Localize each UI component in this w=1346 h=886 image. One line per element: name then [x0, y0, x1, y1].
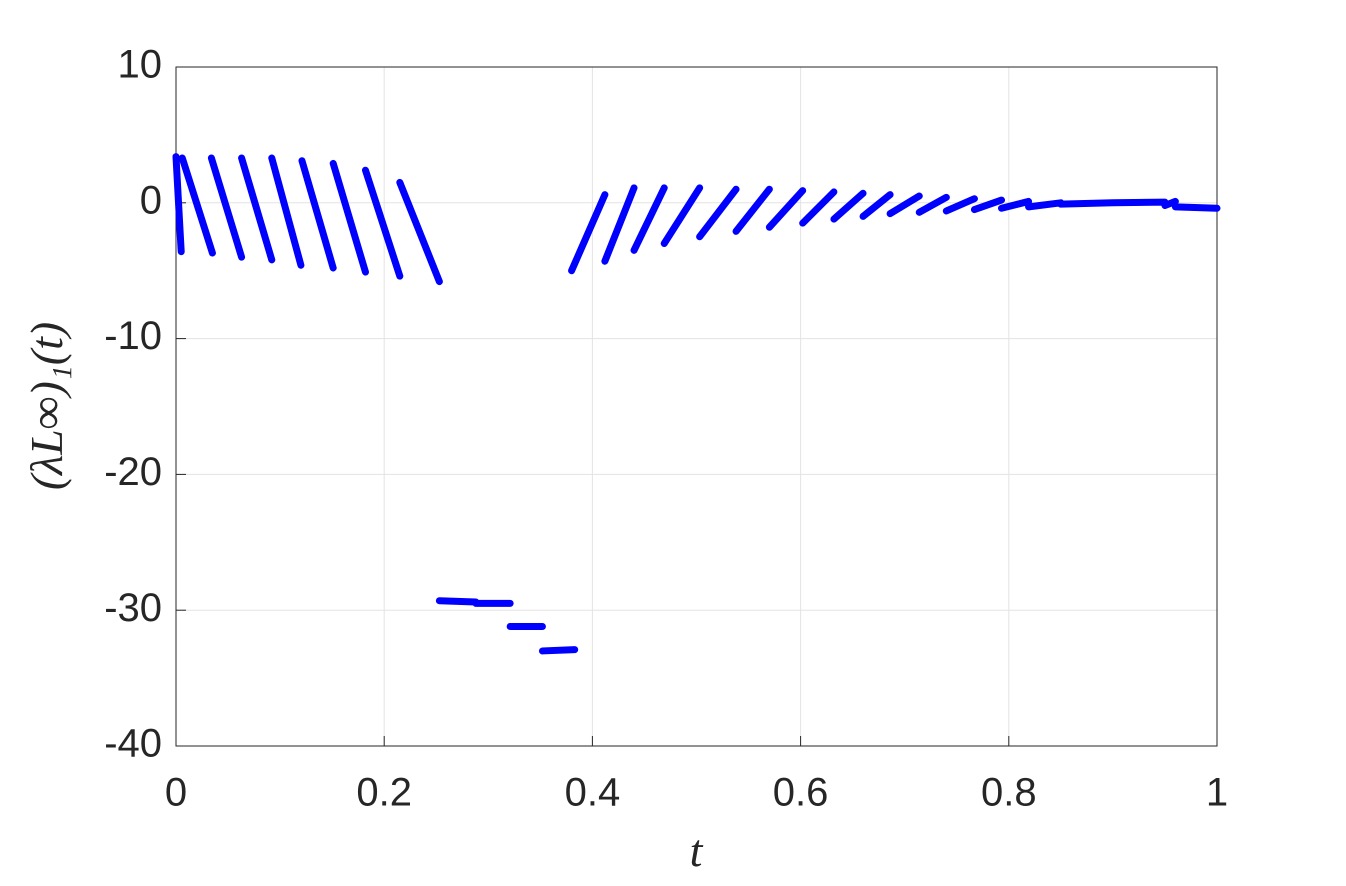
x-axis-label: t	[690, 825, 704, 876]
x-tick-label: 0	[165, 771, 187, 815]
y-tick-label: 0	[140, 178, 162, 222]
x-tick-label: 0.8	[981, 771, 1037, 815]
plot-area	[176, 67, 1217, 746]
x-tick-label: 0.4	[565, 771, 621, 815]
y-tick-label: -20	[104, 450, 162, 494]
data-line	[172, 153, 1221, 655]
x-tick-label: 0.2	[356, 771, 412, 815]
x-tick-label: 1	[1206, 771, 1228, 815]
y-tick-label: -40	[104, 722, 162, 766]
x-tick-label: 0.6	[773, 771, 829, 815]
axes-box	[175, 66, 1218, 747]
y-axis-label: (λL∞)₁(t)	[21, 322, 72, 490]
y-tick-label: 10	[118, 43, 163, 87]
y-tick-label: -30	[104, 586, 162, 630]
y-tick-label: -10	[104, 314, 162, 358]
